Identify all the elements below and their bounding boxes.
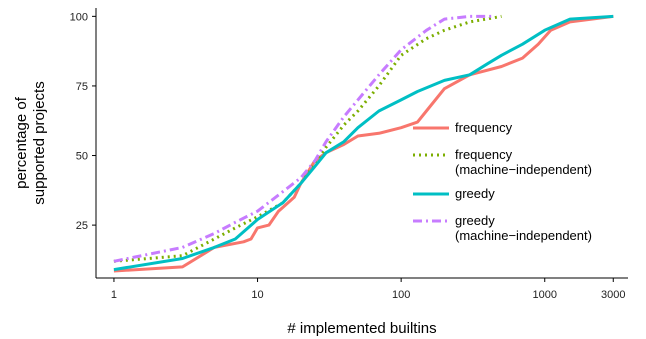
y-tick-label: 100 (70, 11, 88, 23)
legend: frequency frequency (machine−independent) g… (413, 120, 592, 243)
x-ticks: 1 10 100 1000 3000 (111, 278, 625, 301)
y-axis-title-line: percentage of (13, 96, 30, 189)
x-tick-label: 10 (251, 289, 263, 301)
series-line-1 (113, 14, 614, 273)
x-axis-title: # implemented builtins (287, 320, 436, 337)
series-line-3 (113, 14, 614, 272)
legend-label-4: greedy (machine−independent) (455, 213, 592, 243)
y-tick-label: 25 (76, 220, 88, 232)
series-line-2 (113, 14, 502, 263)
series-layer (113, 14, 614, 273)
y-tick-label: 75 (76, 81, 88, 93)
y-axis-title: percentage of supported projects (13, 81, 48, 204)
legend-label-3: greedy (455, 186, 495, 201)
x-tick-label: 3000 (601, 289, 625, 301)
legend-label-2: frequency (machine−independent) (455, 147, 592, 177)
legend-label-1: frequency (455, 120, 513, 135)
y-axis-title-line: supported projects (31, 81, 48, 204)
x-tick-label: 100 (392, 289, 410, 301)
series-line-4 (113, 14, 495, 263)
x-tick-label: 1 (111, 289, 117, 301)
x-tick-label: 1000 (533, 289, 557, 301)
y-tick-label: 50 (76, 151, 88, 163)
y-ticks: 25 50 75 100 (70, 11, 96, 232)
